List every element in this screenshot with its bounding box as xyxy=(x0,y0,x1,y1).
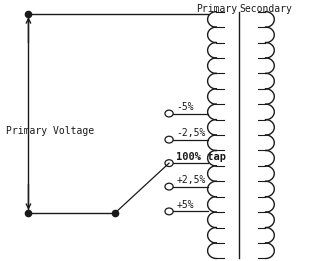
Text: Secondary: Secondary xyxy=(239,4,292,14)
Text: Primary: Primary xyxy=(196,4,237,14)
Text: +5%: +5% xyxy=(176,200,194,210)
Text: +2,5%: +2,5% xyxy=(176,175,206,185)
Text: Primary Voltage: Primary Voltage xyxy=(6,126,94,135)
Text: 100% tap: 100% tap xyxy=(176,152,226,162)
Text: -5%: -5% xyxy=(176,102,194,112)
Text: -2,5%: -2,5% xyxy=(176,128,206,138)
